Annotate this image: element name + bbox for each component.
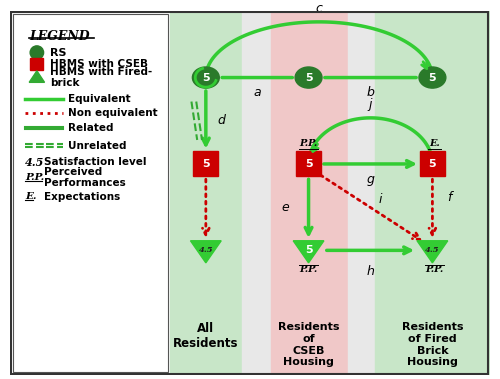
Text: Non equivalent: Non equivalent	[68, 108, 157, 118]
Text: Satisfaction level: Satisfaction level	[44, 157, 146, 167]
Text: 5: 5	[304, 159, 312, 169]
Polygon shape	[417, 241, 448, 263]
Text: Residents
of Fired
Brick
Housing: Residents of Fired Brick Housing	[402, 323, 463, 367]
Text: c: c	[316, 2, 322, 15]
Text: P.P.: P.P.	[300, 139, 318, 148]
Text: Related: Related	[68, 124, 113, 133]
Text: Unrelated: Unrelated	[68, 141, 126, 151]
Text: Expectations: Expectations	[44, 192, 120, 202]
Text: P.P.: P.P.	[300, 265, 318, 274]
Text: 4.5: 4.5	[198, 246, 213, 254]
Text: 5: 5	[202, 72, 209, 83]
Bar	[420, 152, 445, 177]
Text: i: i	[378, 193, 382, 206]
Polygon shape	[293, 241, 324, 263]
Bar	[30, 58, 42, 70]
Bar	[296, 152, 321, 177]
Ellipse shape	[419, 67, 446, 88]
Text: d: d	[218, 114, 225, 127]
Polygon shape	[29, 71, 44, 82]
Text: HBMS with Fired-
brick: HBMS with Fired- brick	[50, 67, 152, 88]
Text: 5: 5	[304, 245, 312, 255]
Text: P.P.: P.P.	[425, 265, 444, 274]
Text: j: j	[368, 98, 372, 111]
Text: 5: 5	[202, 159, 209, 169]
Bar	[10, 11, 170, 375]
Text: b: b	[366, 86, 374, 99]
Text: g: g	[366, 172, 374, 186]
Text: LEGEND: LEGEND	[29, 30, 90, 42]
Text: E.: E.	[26, 192, 37, 201]
Text: All
Residents: All Residents	[173, 323, 238, 350]
Bar	[194, 152, 218, 177]
Ellipse shape	[192, 67, 220, 88]
Text: P.P.: P.P.	[26, 173, 44, 182]
Polygon shape	[190, 241, 221, 263]
Text: 5: 5	[428, 72, 436, 83]
Bar	[170, 11, 242, 375]
Circle shape	[30, 46, 44, 59]
Text: RS: RS	[50, 48, 67, 58]
Text: e: e	[282, 200, 290, 214]
Text: a: a	[254, 86, 261, 99]
Text: E.: E.	[429, 139, 440, 148]
Text: h: h	[366, 265, 374, 278]
Bar	[242, 11, 271, 375]
Ellipse shape	[295, 67, 322, 88]
Bar	[348, 11, 375, 375]
Text: Perceived
Performances: Perceived Performances	[44, 167, 126, 188]
Text: 5: 5	[428, 159, 436, 169]
Text: Equivalent: Equivalent	[68, 94, 130, 104]
Text: 5: 5	[304, 72, 312, 83]
Bar	[13, 14, 168, 372]
Text: Residents
of
CSEB
Housing: Residents of CSEB Housing	[278, 323, 340, 367]
Text: 4.5: 4.5	[26, 157, 44, 168]
Text: 4.5: 4.5	[425, 246, 440, 254]
Bar	[271, 11, 348, 375]
Text: f: f	[447, 191, 451, 204]
Text: HBMS with CSEB: HBMS with CSEB	[50, 59, 148, 69]
Bar	[375, 11, 490, 375]
